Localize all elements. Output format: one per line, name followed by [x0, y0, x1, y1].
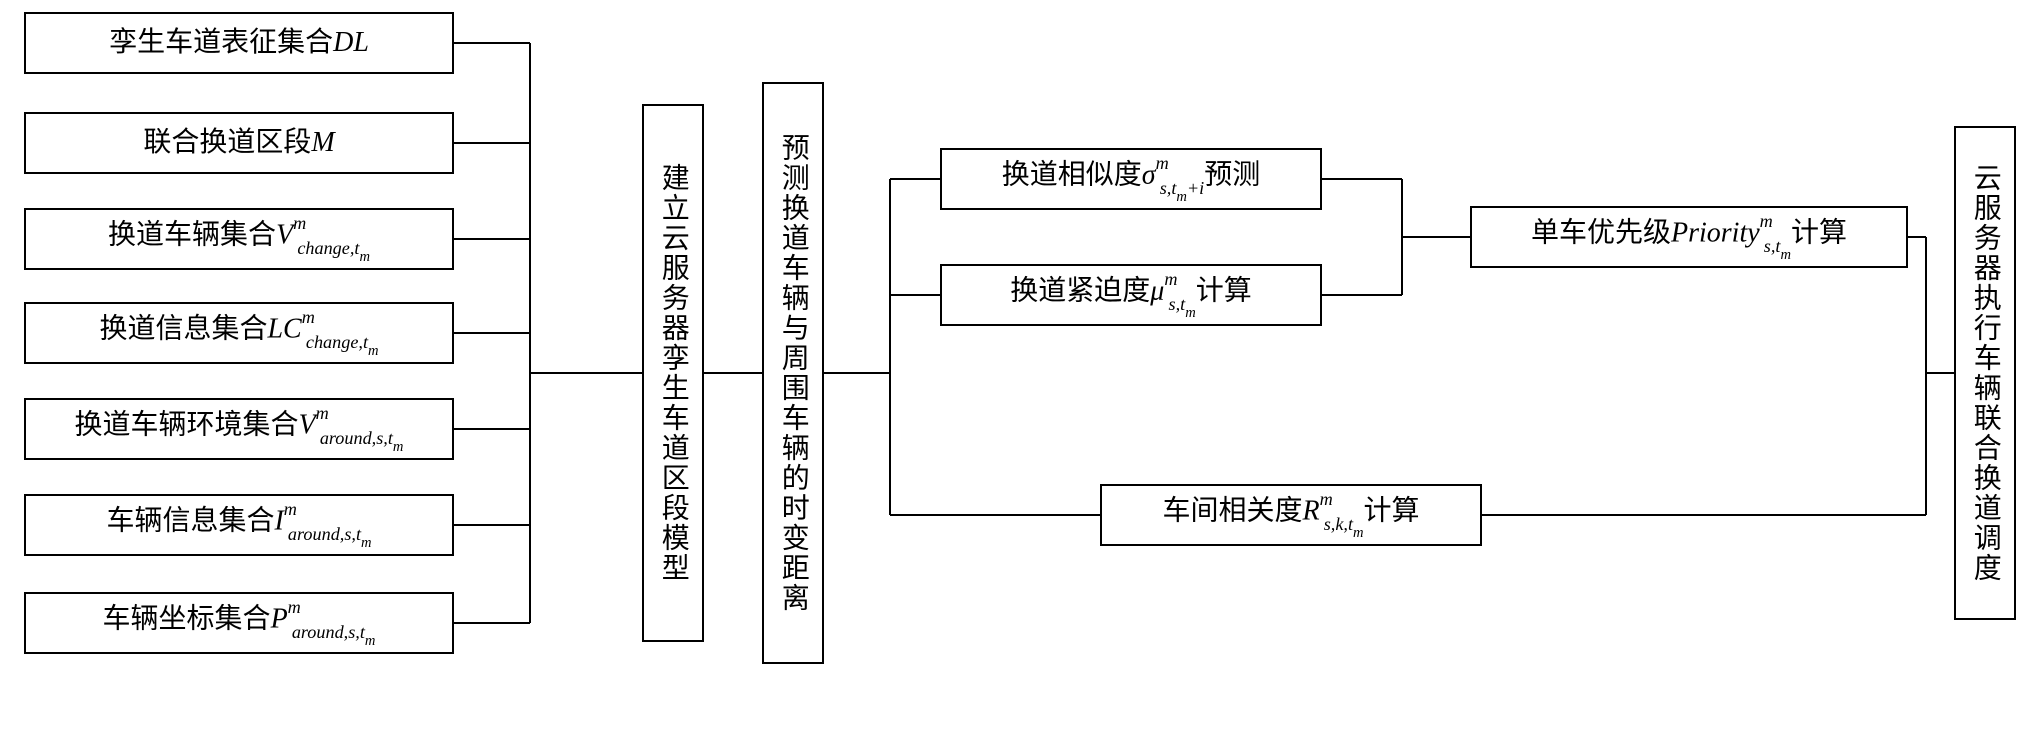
- left-item-0: 孪生车道表征集合DL: [24, 12, 454, 74]
- left-item-0-label: 孪生车道表征集合DL: [109, 26, 369, 60]
- left-item-1: 联合换道区段M: [24, 112, 454, 174]
- node-correlation: 车间相关度Rms,k,tm计算: [1100, 484, 1482, 546]
- node-similarity: 换道相似度σms,tm+i预测: [940, 148, 1322, 210]
- left-item-6-label: 车辆坐标集合Pmaround,s,tm: [103, 601, 376, 644]
- left-item-3-label: 换道信息集合LCmchange,tm: [99, 311, 378, 354]
- col-establish-model: 建立云服务器孪生车道区段模型: [642, 104, 704, 642]
- node-correlation-label: 车间相关度Rms,k,tm计算: [1162, 493, 1419, 536]
- node-priority-label: 单车优先级Priorityms,tm计算: [1531, 215, 1847, 258]
- left-item-4: 换道车辆环境集合Vmaround,s,tm: [24, 398, 454, 460]
- col-predict-distance-label: 预测换道车辆与周围车辆的时变距离: [776, 133, 810, 613]
- node-priority: 单车优先级Priorityms,tm计算: [1470, 206, 1908, 268]
- left-item-5-label: 车辆信息集合Imaround,s,tm: [106, 503, 371, 546]
- col-predict-distance: 预测换道车辆与周围车辆的时变距离: [762, 82, 824, 664]
- node-urgency-label: 换道紧迫度μms,tm计算: [1010, 273, 1251, 316]
- node-urgency: 换道紧迫度μms,tm计算: [940, 264, 1322, 326]
- left-item-6: 车辆坐标集合Pmaround,s,tm: [24, 592, 454, 654]
- col-execute-schedule: 云服务器执行车辆联合换道调度: [1954, 126, 2016, 620]
- left-item-5: 车辆信息集合Imaround,s,tm: [24, 494, 454, 556]
- left-item-2-label: 换道车辆集合Vmchange,tm: [108, 217, 370, 260]
- left-item-3: 换道信息集合LCmchange,tm: [24, 302, 454, 364]
- node-similarity-label: 换道相似度σms,tm+i预测: [1002, 157, 1261, 200]
- left-item-4-label: 换道车辆环境集合Vmaround,s,tm: [75, 407, 404, 450]
- left-item-1-label: 联合换道区段M: [143, 126, 334, 160]
- left-item-2: 换道车辆集合Vmchange,tm: [24, 208, 454, 270]
- col-establish-model-label: 建立云服务器孪生车道区段模型: [656, 163, 690, 583]
- col-execute-schedule-label: 云服务器执行车辆联合换道调度: [1968, 163, 2002, 583]
